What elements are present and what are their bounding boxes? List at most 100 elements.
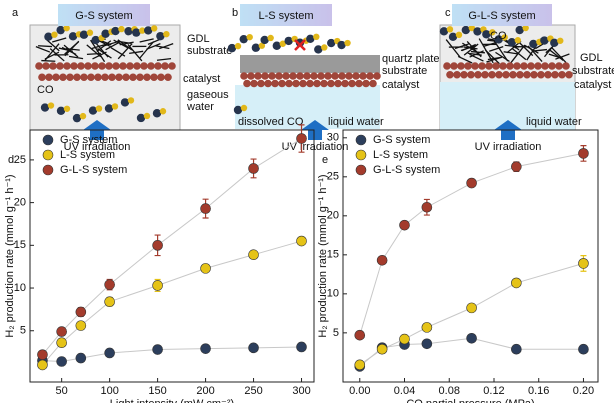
x-tick-label: 0.20 — [573, 385, 594, 397]
catalyst-particle — [348, 79, 356, 88]
catalyst-particle — [509, 70, 517, 79]
x-tick-label: 200 — [196, 385, 214, 397]
caption: UV irradiation — [475, 141, 542, 153]
catalyst-particle — [115, 73, 123, 82]
legend-marker — [355, 149, 367, 161]
catalyst-particle — [278, 79, 286, 88]
gdl-fiber — [518, 41, 534, 57]
catalyst-particle — [366, 72, 374, 80]
point — [421, 322, 433, 333]
catalyst-particle — [506, 62, 514, 70]
catalyst-particle — [460, 70, 468, 79]
gdl-fiber — [463, 43, 479, 56]
catalyst-particle — [261, 72, 269, 80]
catalyst-particle — [98, 62, 106, 70]
point — [200, 263, 211, 274]
point — [296, 341, 307, 353]
legend-label: L-S system — [373, 149, 428, 161]
catalyst-particle — [126, 62, 134, 70]
schematic-label: liquid water — [526, 116, 582, 128]
catalyst-particle — [327, 79, 335, 88]
gdl-fiber — [460, 45, 476, 52]
catalyst-particle — [84, 62, 92, 70]
point — [75, 306, 87, 318]
catalyst-particle — [474, 70, 482, 79]
catalyst-particle — [143, 73, 151, 82]
blocked-mark — [294, 39, 306, 51]
x-tick-label: 0.12 — [483, 385, 504, 397]
panel-title: G-S system — [75, 10, 132, 22]
x-tick-label: 0.04 — [394, 385, 415, 397]
co-molecule — [258, 42, 266, 49]
co-molecule — [72, 113, 82, 123]
co-molecule — [455, 31, 463, 39]
catalyst-particle — [467, 70, 475, 79]
water — [235, 85, 380, 129]
co-molecule — [540, 36, 549, 45]
catalyst-particle — [313, 79, 321, 88]
point — [376, 254, 388, 266]
point — [248, 249, 259, 261]
y-tick-label: 15 — [14, 239, 26, 251]
catalyst-particle — [534, 62, 542, 70]
catalyst-particle — [264, 79, 272, 88]
catalyst-particle — [446, 70, 454, 79]
legend-label: G-S system — [373, 134, 430, 146]
gdl-fiber — [86, 44, 102, 58]
gdl-fiber — [158, 42, 174, 50]
catalyst-particle — [369, 79, 377, 88]
y-tick-label: 30 — [327, 132, 339, 144]
caption: UV irradiation — [64, 141, 131, 153]
co-molecule — [63, 105, 71, 112]
catalyst-particle — [544, 70, 552, 79]
gdl-fiber — [63, 44, 79, 58]
y-tick-label: 20 — [327, 210, 339, 222]
gdl-fiber — [155, 45, 170, 50]
catalyst-particle — [63, 62, 71, 70]
gdl-fiber — [454, 43, 470, 50]
y-axis-label: H₂ production rate (mmol g⁻¹ h⁻¹) — [4, 174, 16, 337]
co-molecule — [448, 32, 458, 42]
catalyst-particle — [345, 72, 353, 80]
co-molecule — [439, 27, 449, 36]
gdl-fiber — [470, 50, 485, 54]
catalyst-particle — [555, 62, 563, 70]
co-molecule — [104, 104, 114, 113]
catalyst-particle — [257, 79, 265, 88]
point — [399, 219, 410, 231]
co-molecule — [101, 29, 110, 38]
y-tick-label: 10 — [327, 288, 339, 300]
catalyst-particle — [275, 72, 283, 80]
y-axis-label: H₂ production rate (mmol g⁻¹ h⁻¹) — [317, 174, 329, 337]
co-molecule — [132, 28, 141, 37]
catalyst-particle — [66, 73, 74, 82]
schematic-label: catalyst — [382, 79, 419, 91]
schematic-label: substrate — [382, 65, 427, 77]
gdl-fiber — [503, 51, 518, 55]
panel-letter: c — [445, 7, 451, 19]
co-molecule — [68, 32, 78, 41]
x-tick-label: 250 — [244, 385, 262, 397]
co-molecule — [446, 26, 454, 33]
catalyst-particle — [565, 70, 573, 79]
catalyst-particle — [541, 62, 549, 70]
co-molecule — [47, 102, 55, 109]
point — [578, 343, 589, 355]
catalyst-particle — [101, 73, 109, 82]
title-box — [240, 4, 332, 26]
gdl-fiber — [37, 45, 53, 48]
catalyst-particle — [87, 73, 95, 82]
point — [104, 279, 115, 290]
co-molecule — [124, 26, 133, 36]
co-molecule — [233, 105, 243, 115]
legend-marker — [355, 134, 367, 146]
co-molecule — [489, 29, 496, 36]
catalyst-particle — [492, 62, 500, 70]
point — [399, 333, 410, 345]
series-line — [42, 240, 302, 366]
y-tick-label: 20 — [14, 197, 26, 209]
catalyst-particle — [485, 62, 493, 70]
co-molecule — [267, 34, 274, 42]
catalyst-particle — [558, 70, 566, 79]
gdl-fiber — [489, 45, 504, 52]
